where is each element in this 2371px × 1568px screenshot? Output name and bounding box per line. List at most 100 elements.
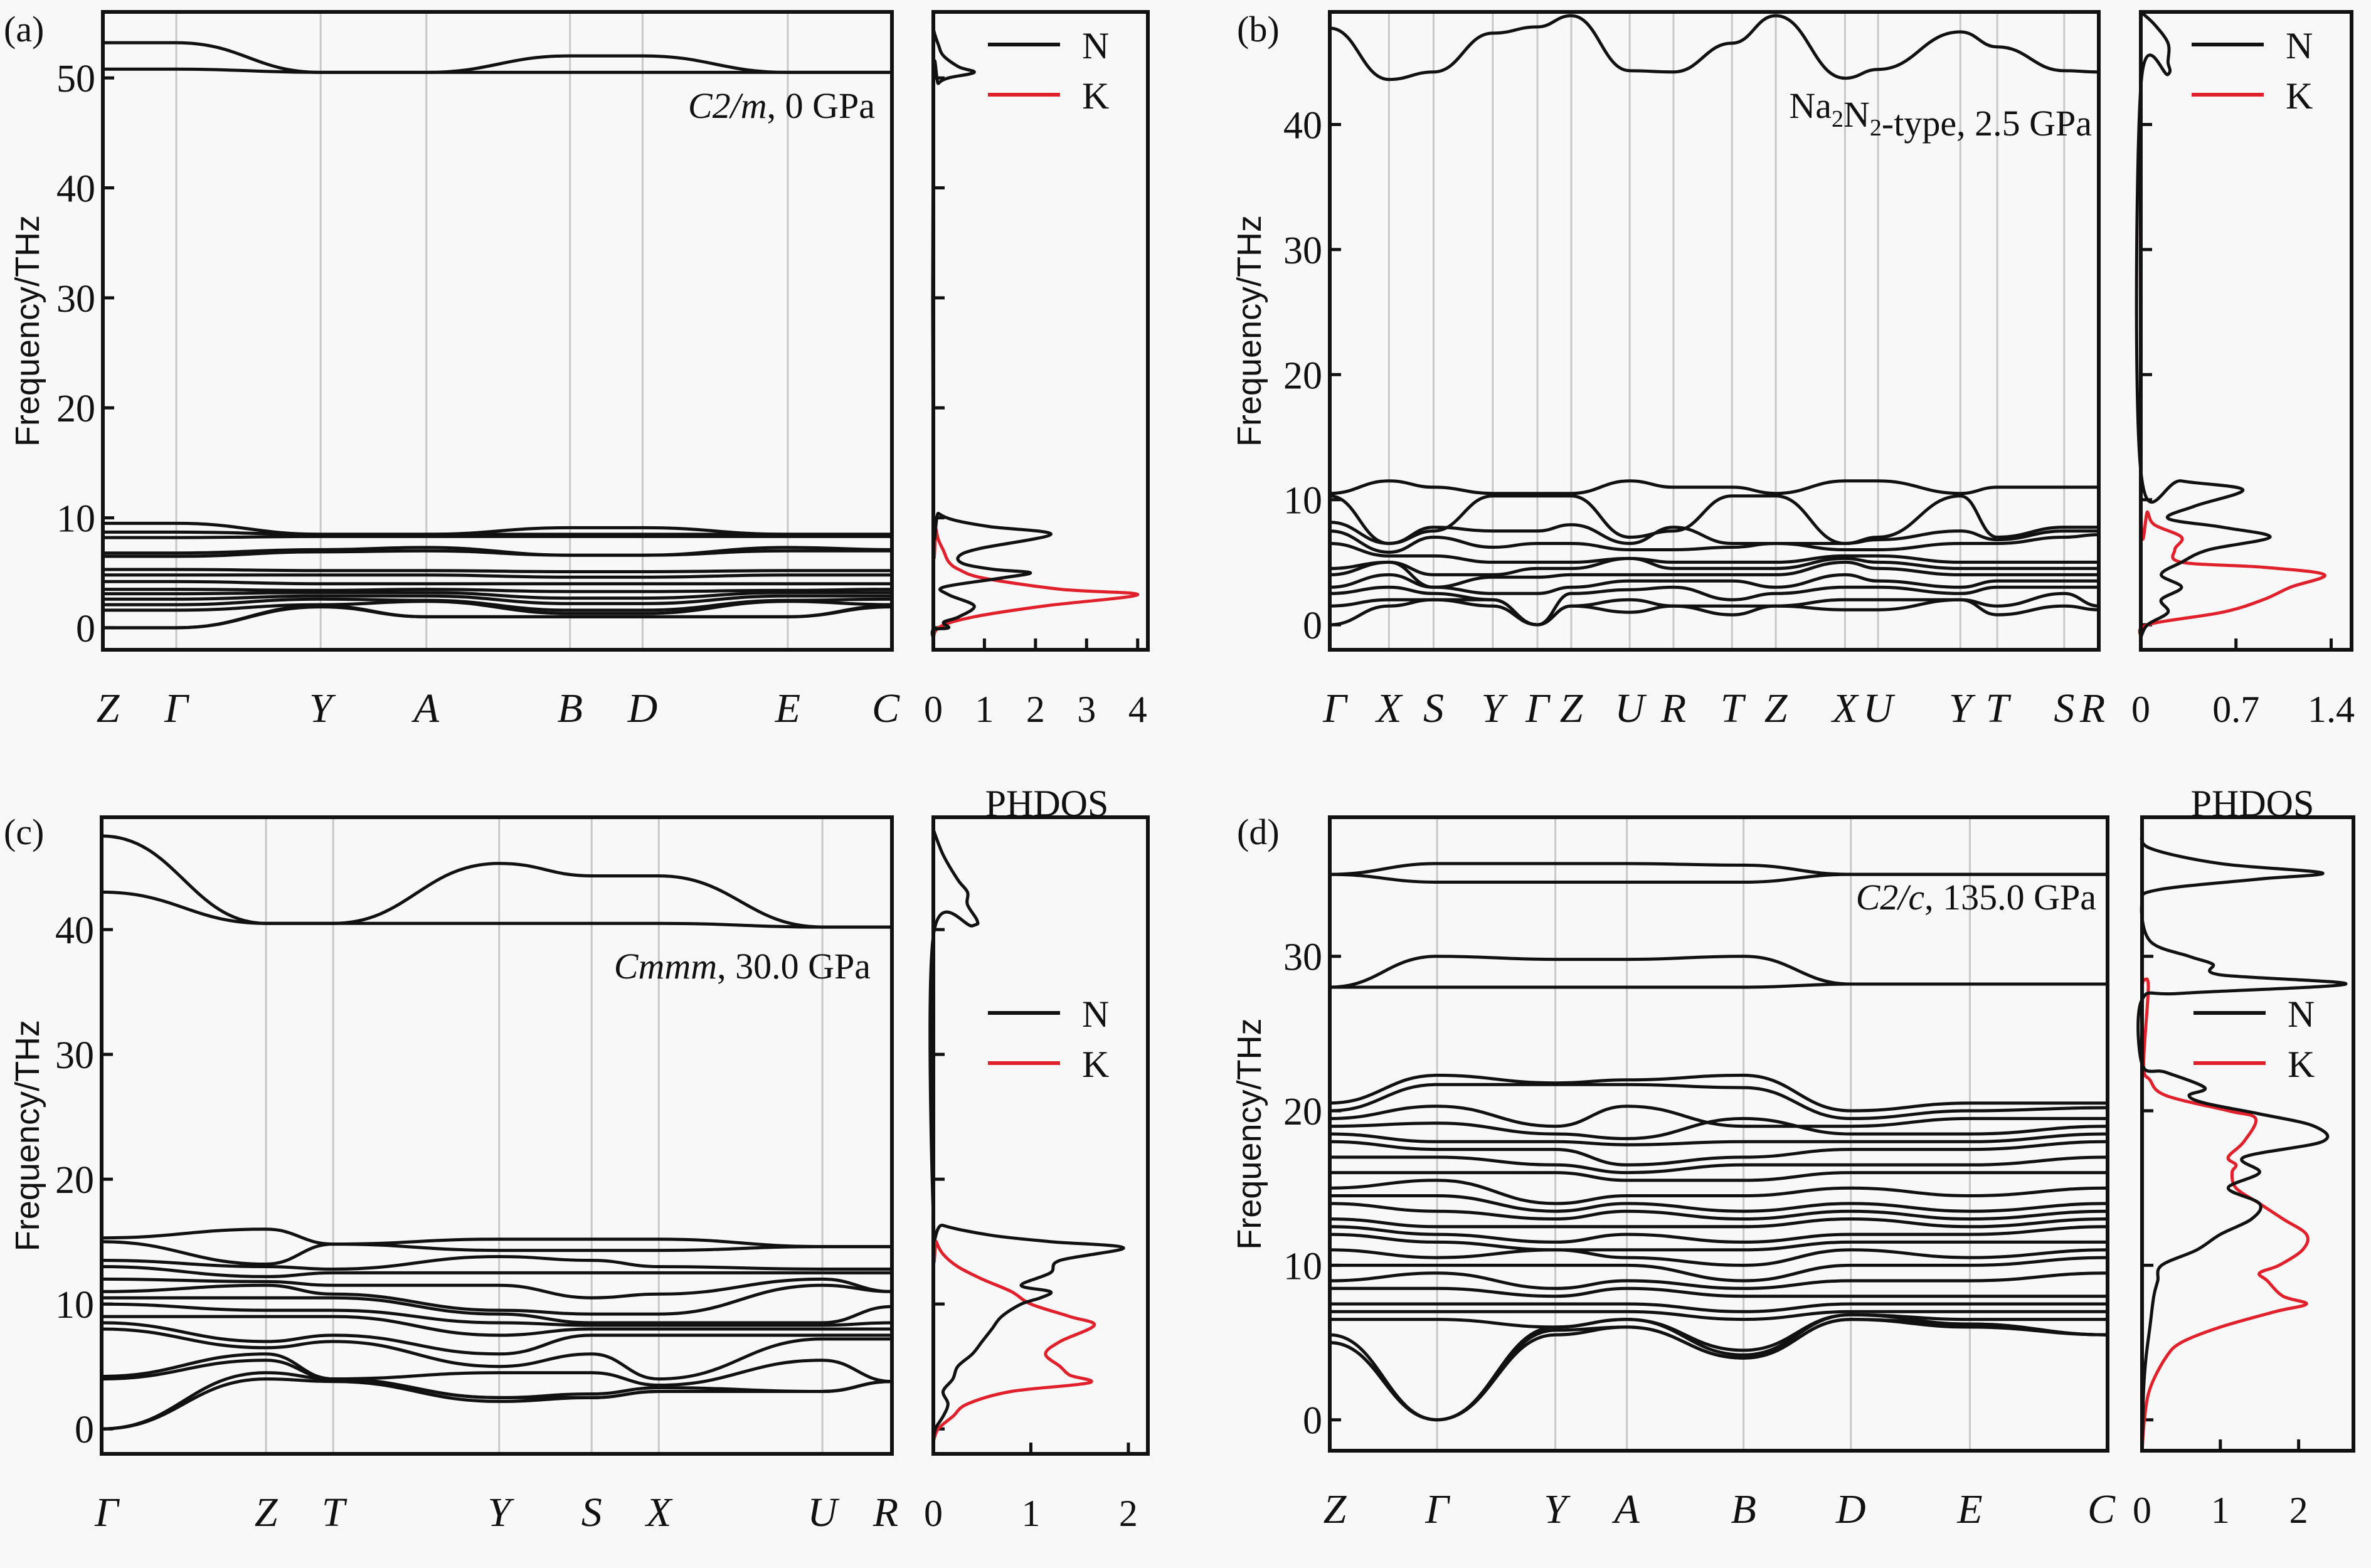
phonon-band — [1328, 1313, 2109, 1352]
phonon-band — [1328, 1217, 2109, 1229]
phonon-band — [1328, 1083, 2109, 1120]
phonon-band — [1328, 1256, 2109, 1283]
annotation-char: P — [2055, 103, 2076, 144]
phonon-band — [101, 573, 894, 579]
annotation-char — [1966, 103, 1975, 144]
y-tick-label: 0 — [75, 1409, 94, 1451]
phonon-band — [1328, 521, 2101, 546]
annotation-char: - — [1882, 103, 1894, 144]
legend-label-N: N — [1082, 993, 1109, 1035]
kpoint-label: U — [1615, 686, 1647, 731]
phonon-band — [101, 546, 894, 557]
annotation-char: N — [1789, 85, 1815, 126]
phonon-band — [100, 1265, 894, 1278]
y-tick-label: 40 — [55, 909, 94, 952]
y-tick-label: 10 — [1283, 1245, 1322, 1288]
phonon-band — [100, 1240, 894, 1266]
phonon-band — [101, 67, 894, 74]
kpoint-label: Z — [1764, 686, 1788, 731]
phase-annotation-pressure: , 0 GPa — [767, 85, 875, 126]
legend-label-N: N — [2288, 993, 2315, 1035]
dos-curve-N — [930, 11, 1053, 639]
phonon-band — [101, 591, 894, 600]
kpoint-label: Γ — [1525, 686, 1551, 731]
panel-label: (a) — [4, 9, 44, 50]
phonon-band — [101, 600, 894, 615]
annotation-char: y — [1904, 103, 1922, 144]
dos-curve-N — [2135, 11, 2272, 638]
dos-axes-frame — [931, 10, 1150, 652]
phonon-band — [1328, 573, 2101, 595]
phonon-band — [1328, 1248, 2109, 1267]
y-tick-label: 40 — [56, 168, 95, 211]
annotation-char: G — [2029, 103, 2055, 144]
kpoint-label: Z — [255, 1490, 278, 1535]
phonon-band — [101, 549, 894, 558]
dos-x-tick-label: 2 — [1026, 689, 1045, 730]
annotation-char: 2 — [1975, 103, 1993, 144]
panel-label: (c) — [4, 812, 44, 852]
y-axis-label: Frequency/THz — [9, 215, 46, 447]
dos-curve-N — [2136, 832, 2348, 1451]
kpoint-label: U — [1863, 686, 1896, 731]
annotation-char: N — [1843, 94, 1870, 135]
y-tick-label: 20 — [56, 388, 95, 430]
dos-axes-frame — [2139, 10, 2353, 652]
phonon-band — [100, 1377, 894, 1431]
annotation-char: , — [1956, 103, 1966, 144]
dos-axes-frame — [2140, 815, 2355, 1453]
phonon-band — [1328, 1318, 2109, 1422]
legend-label-K: K — [2288, 1044, 2315, 1085]
legend-label-N: N — [1082, 25, 1109, 66]
phonon-band — [101, 534, 894, 539]
phonon-band — [1328, 1202, 2109, 1221]
y-axis-label: Frequency/THz — [9, 1020, 46, 1251]
kpoint-label: Z — [1560, 686, 1584, 731]
dos-x-tick-label: 1 — [975, 689, 994, 730]
phonon-band — [101, 588, 894, 593]
kpoint-label: T — [322, 1490, 347, 1535]
phonon-band — [1328, 872, 2109, 884]
kpoint-label: Z — [97, 686, 120, 731]
legend-label-N: N — [2286, 25, 2313, 66]
kpoint-label: C — [2087, 1486, 2116, 1532]
y-tick-label: 0 — [1303, 1400, 1322, 1443]
phonon-band — [1328, 1232, 2109, 1252]
kpoint-label: T — [1986, 686, 2012, 731]
kpoint-label: X — [1374, 686, 1403, 731]
phonon-band — [100, 1227, 894, 1249]
kpoint-label: Z — [1323, 1486, 1347, 1532]
kpoint-label: Y — [309, 686, 336, 731]
phonon-band — [1328, 1302, 2109, 1313]
phonon-band — [1328, 529, 2101, 554]
y-tick-label: 30 — [56, 278, 95, 320]
kpoint-label: X — [1830, 686, 1859, 731]
annotation-char: 5 — [2002, 103, 2020, 144]
dos-x-tick-label: 2 — [2289, 1490, 2308, 1531]
phonon-band — [1328, 1225, 2109, 1244]
dos-x-tick-label: 0 — [2131, 689, 2150, 730]
dos-x-tick-label: 2 — [1119, 1493, 1138, 1534]
phonon-band — [1328, 556, 2101, 576]
annotation-char: a — [2076, 103, 2092, 144]
kpoint-label: A — [411, 686, 440, 731]
phonon-band — [1328, 1286, 2109, 1298]
dos-x-tick-label: 1 — [1021, 1493, 1040, 1534]
annotation-char: t — [1894, 103, 1904, 144]
dos-x-tick-label: 0.7 — [2212, 689, 2259, 730]
kpoint-label: E — [1956, 1486, 1982, 1532]
phonon-band — [100, 1352, 894, 1387]
phonon-band — [1328, 1171, 2109, 1182]
dos-axes-frame — [931, 815, 1150, 1456]
phonon-band — [1328, 1271, 2109, 1290]
legend-label-K: K — [2286, 75, 2313, 117]
phase-annotation-pressure: , 135.0 GPa — [1924, 877, 2096, 918]
phase-annotation-space-group: C2/c — [1856, 877, 1925, 918]
band-structure: 0 10 20 30 40 50 Frequency/THz Z Γ Y A B D E C — [9, 10, 900, 731]
dos-x-tick-label: 0 — [2133, 1490, 2151, 1531]
kpoint-label: T — [1721, 686, 1746, 731]
